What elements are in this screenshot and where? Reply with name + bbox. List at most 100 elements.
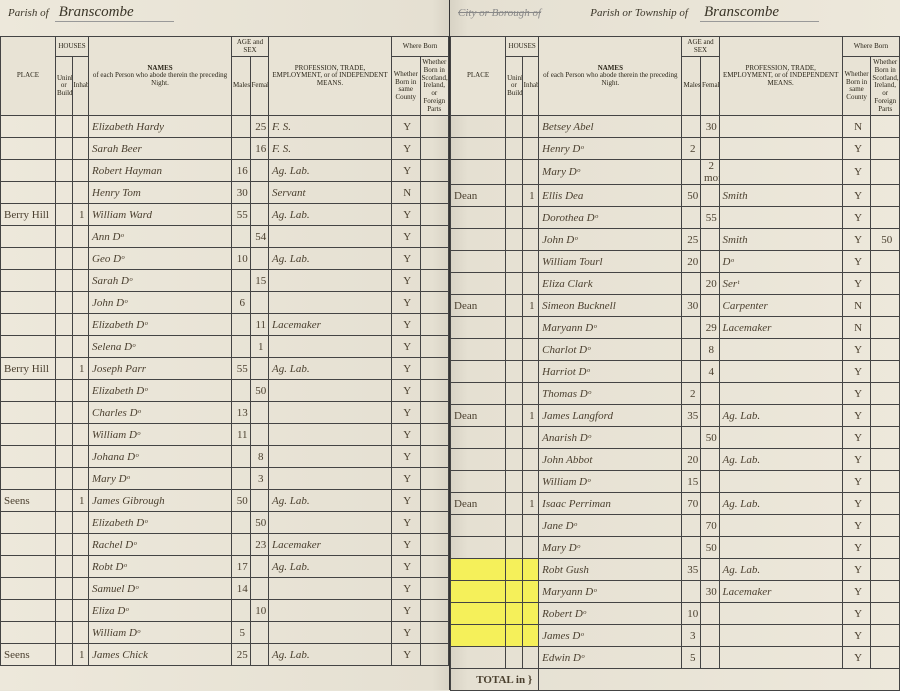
age-male [232,314,251,336]
place-cell [451,647,506,669]
table-row: William Dᵒ5Y [1,622,449,644]
table-row: Thomas Dᵒ2Y [451,383,900,405]
born-county: Y [392,534,421,556]
profession-cell [269,380,392,402]
house-unbuilt [506,559,523,581]
house-inhab [522,581,539,603]
born-foreign [871,160,900,185]
born-county: Y [842,405,871,427]
age-female: 29 [701,317,720,339]
house-unbuilt [56,358,73,380]
born-foreign [420,578,449,600]
place-cell [1,622,56,644]
table-row: Robt Gush35Ag. Lab.Y [451,559,900,581]
born-county: Y [392,292,421,314]
name-cell: Edwin Dᵒ [539,647,682,669]
profession-cell: Serᵗ [719,273,842,295]
profession-cell [269,512,392,534]
right-page: City or Borough of Parish or Township of… [450,0,900,690]
born-county: Y [842,383,871,405]
house-unbuilt [56,270,73,292]
parish-label: Parish of [8,7,49,19]
born-county: N [842,295,871,317]
house-unbuilt [506,449,523,471]
age-male [682,207,701,229]
name-cell: Joseph Parr [89,358,232,380]
name-cell: Selena Dᵒ [89,336,232,358]
table-row: John Abbot20Ag. Lab.Y [451,449,900,471]
age-female [701,559,720,581]
name-cell: Elizabeth Dᵒ [89,380,232,402]
house-inhab [522,647,539,669]
house-unbuilt [56,446,73,468]
place-cell: Dean [451,295,506,317]
census-page: Parish of Branscombe PLACE HOUSES NAMES … [0,0,900,690]
place-cell: Berry Hill [1,358,56,380]
born-county: Y [842,625,871,647]
born-county: Y [392,160,421,182]
house-inhab [522,449,539,471]
table-row: Mary Dᵒ2 monthsY [451,160,900,185]
house-inhab [72,182,89,204]
house-inhab [522,116,539,138]
col-houses-2-r: Inhabited [522,57,539,116]
profession-cell: Ag. Lab. [269,358,392,380]
age-female [701,295,720,317]
born-foreign [871,295,900,317]
profession-cell: Lacemaker [719,581,842,603]
house-unbuilt [506,603,523,625]
col-names: NAMES of each Person who abode therein t… [89,37,232,116]
profession-cell: Ag. Lab. [269,556,392,578]
age-male [682,339,701,361]
age-female: 55 [701,207,720,229]
place-cell [1,226,56,248]
profession-cell [269,468,392,490]
house-unbuilt [56,160,73,182]
born-foreign [871,537,900,559]
profession-cell [719,207,842,229]
table-row: Seens1James Gibrough50Ag. Lab.Y [1,490,449,512]
right-tbody: Betsey Abel30NHenry Dᵒ2YMary Dᵒ2 monthsY… [451,116,900,669]
place-cell: Seens [1,490,56,512]
house-inhab [72,424,89,446]
place-cell [451,273,506,295]
house-unbuilt [506,405,523,427]
profession-cell: Lacemaker [269,314,392,336]
place-cell [451,361,506,383]
house-inhab [522,559,539,581]
profession-cell: Ag. Lab. [719,559,842,581]
born-county: Y [842,559,871,581]
house-inhab [72,534,89,556]
house-inhab: 1 [522,295,539,317]
col-houses-2: Inhabited [72,57,89,116]
place-cell [1,138,56,160]
house-inhab [72,116,89,138]
house-unbuilt [56,578,73,600]
parish-value: Branscombe [55,4,174,22]
profession-cell [269,424,392,446]
age-female [250,490,269,512]
col-age-f: Females [250,57,269,116]
born-county: Y [842,603,871,625]
age-female [250,578,269,600]
born-county: Y [842,207,871,229]
born-foreign [420,292,449,314]
table-row: Betsey Abel30N [451,116,900,138]
house-inhab [522,207,539,229]
profession-cell: Dᵒ [719,251,842,273]
age-male: 10 [232,248,251,270]
house-unbuilt [506,515,523,537]
house-unbuilt [506,471,523,493]
place-cell [1,116,56,138]
age-female: 54 [250,226,269,248]
total-empty [539,669,900,691]
house-inhab [72,468,89,490]
born-foreign [871,207,900,229]
house-inhab [522,515,539,537]
profession-cell: Ag. Lab. [269,644,392,666]
total-row: TOTAL in } [451,669,900,691]
age-male [232,534,251,556]
born-county: Y [392,336,421,358]
table-row: Eliza Dᵒ10Y [1,600,449,622]
name-cell: Robert Hayman [89,160,232,182]
